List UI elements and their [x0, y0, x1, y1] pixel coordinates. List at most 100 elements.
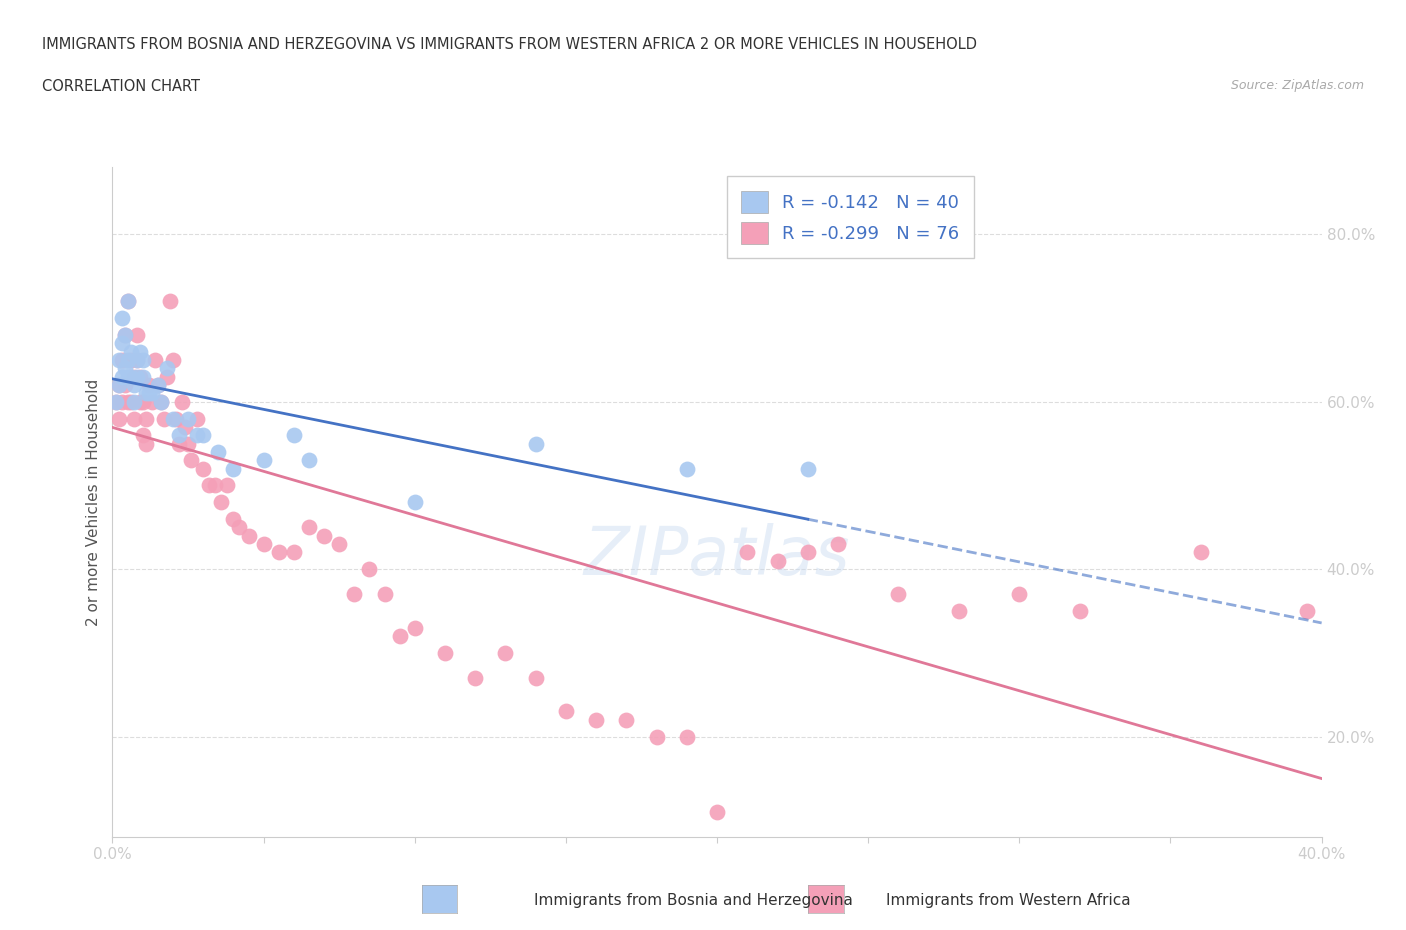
Point [125, 369, 148, 384]
Point [114, 327, 136, 342]
Point [267, 545, 290, 560]
Point [149, 394, 172, 409]
Point [138, 378, 160, 392]
Point [217, 478, 239, 493]
Point [1189, 545, 1212, 560]
Point [110, 336, 132, 351]
Y-axis label: 2 or more Vehicles in Household: 2 or more Vehicles in Household [86, 379, 101, 626]
Point [554, 704, 576, 719]
Point [143, 352, 166, 367]
Point [737, 545, 759, 560]
Point [135, 386, 157, 401]
Point [675, 729, 697, 744]
Point [138, 386, 160, 401]
Point [104, 394, 127, 409]
Point [146, 378, 169, 392]
Point [177, 411, 200, 426]
Point [174, 419, 197, 434]
Point [125, 327, 148, 342]
Point [167, 436, 190, 451]
Point [120, 394, 142, 409]
Point [107, 352, 129, 367]
Point [122, 369, 145, 384]
Point [167, 428, 190, 443]
Point [153, 411, 176, 426]
Point [585, 712, 607, 727]
Point [298, 453, 321, 468]
Point [204, 478, 226, 493]
Point [616, 712, 638, 727]
Point [404, 495, 426, 510]
Point [766, 553, 789, 568]
Point [165, 411, 187, 426]
Point [298, 520, 321, 535]
Point [524, 671, 547, 685]
Point [186, 428, 208, 443]
Text: CORRELATION CHART: CORRELATION CHART [42, 79, 200, 94]
Point [162, 352, 184, 367]
Point [132, 394, 155, 409]
Point [177, 436, 200, 451]
Point [110, 352, 132, 367]
Point [495, 645, 517, 660]
Point [209, 495, 232, 510]
Point [107, 411, 129, 426]
Legend: R = -0.142   N = 40, R = -0.299   N = 76: R = -0.142 N = 40, R = -0.299 N = 76 [727, 177, 974, 259]
Point [404, 620, 426, 635]
Point [125, 352, 148, 367]
Point [146, 378, 169, 392]
Point [238, 528, 260, 543]
Point [132, 352, 155, 367]
Point [222, 461, 245, 476]
Text: Immigrants from Western Africa: Immigrants from Western Africa [886, 893, 1130, 908]
Point [314, 528, 336, 543]
Point [110, 369, 132, 384]
Point [433, 645, 456, 660]
Point [222, 512, 245, 526]
Point [374, 587, 396, 602]
Point [122, 394, 145, 409]
Text: IMMIGRANTS FROM BOSNIA AND HERZEGOVINA VS IMMIGRANTS FROM WESTERN AFRICA 2 OR MO: IMMIGRANTS FROM BOSNIA AND HERZEGOVINA V… [42, 37, 977, 52]
Point [132, 428, 155, 443]
Point [948, 604, 970, 618]
Point [125, 352, 148, 367]
Point [117, 394, 139, 409]
Point [191, 428, 214, 443]
Point [186, 411, 208, 426]
Point [159, 294, 181, 309]
Point [1295, 604, 1317, 618]
Point [114, 361, 136, 376]
Point [135, 411, 157, 426]
Point [114, 378, 136, 392]
Point [107, 378, 129, 392]
Point [524, 436, 547, 451]
Point [114, 327, 136, 342]
Point [253, 537, 276, 551]
Point [117, 352, 139, 367]
Point [887, 587, 910, 602]
Point [110, 311, 132, 325]
Point [283, 428, 305, 443]
Point [128, 344, 150, 359]
Point [162, 411, 184, 426]
Point [135, 436, 157, 451]
Point [706, 804, 728, 819]
Point [228, 520, 250, 535]
Point [122, 378, 145, 392]
Point [141, 386, 163, 401]
Point [120, 369, 142, 384]
Point [122, 411, 145, 426]
Text: ZIPatlas: ZIPatlas [583, 523, 851, 589]
Text: Source: ZipAtlas.com: Source: ZipAtlas.com [1230, 79, 1364, 92]
Point [253, 453, 276, 468]
Point [1069, 604, 1091, 618]
Point [796, 545, 818, 560]
Point [796, 461, 818, 476]
Point [107, 378, 129, 392]
Point [104, 394, 127, 409]
Point [141, 394, 163, 409]
Point [132, 369, 155, 384]
Point [827, 537, 849, 551]
Point [149, 394, 172, 409]
Point [191, 461, 214, 476]
